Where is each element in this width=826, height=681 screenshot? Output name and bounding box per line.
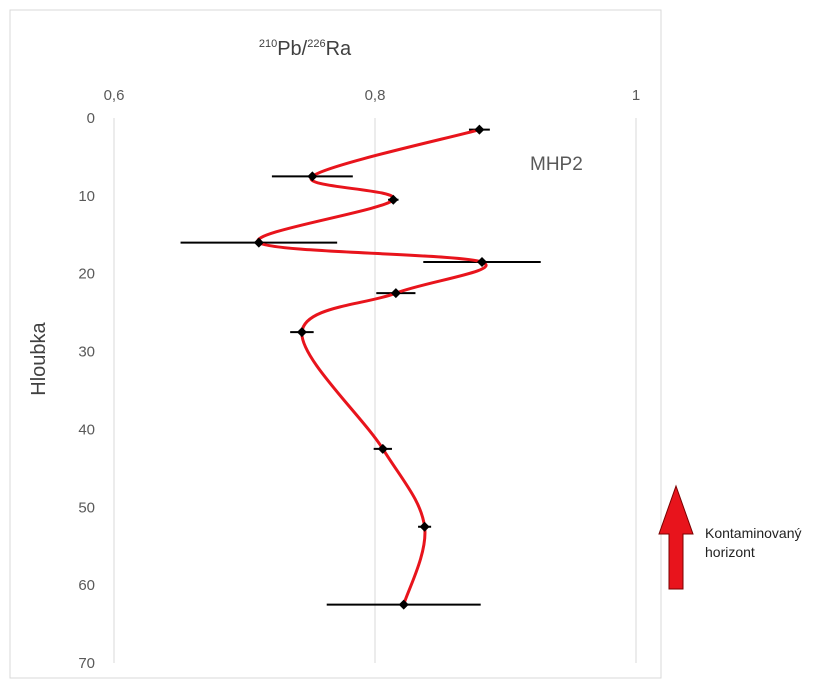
data-point xyxy=(419,521,430,532)
y-tick-labels: 0 10 20 30 40 50 60 70 xyxy=(78,110,95,672)
y-tick-label: 50 xyxy=(78,499,95,516)
data-point xyxy=(307,171,318,182)
annotation: Kontaminovaný horizont xyxy=(658,484,802,590)
x-tick-labels: 0,6 0,8 1 xyxy=(104,87,641,104)
x-tick-label: 0,6 xyxy=(104,87,125,104)
y-tick-label: 30 xyxy=(78,344,95,361)
data-point xyxy=(388,194,399,205)
y-tick-label: 20 xyxy=(78,266,95,283)
series-label: MHP2 xyxy=(530,154,583,175)
annotation-line-1: Kontaminovaný xyxy=(705,525,802,541)
y-tick-label: 40 xyxy=(78,421,95,438)
data-point xyxy=(474,124,485,135)
chart-frame xyxy=(9,9,662,679)
y-axis-label: Hloubka xyxy=(28,321,50,395)
y-tick-label: 0 xyxy=(87,110,95,127)
y-tick-label: 10 xyxy=(78,188,95,205)
chart-title: 210Pb/226Ra xyxy=(259,38,352,60)
y-tick-label: 70 xyxy=(78,655,95,672)
data-markers xyxy=(253,124,488,610)
x-tick-label: 1 xyxy=(632,87,640,104)
data-point xyxy=(253,237,264,248)
data-point xyxy=(477,257,488,268)
data-point xyxy=(296,327,307,338)
data-point xyxy=(377,443,388,454)
annotation-line-2: horizont xyxy=(705,544,755,560)
data-point xyxy=(390,288,401,299)
up-arrow-icon xyxy=(658,484,694,590)
data-point xyxy=(398,599,409,610)
x-tick-label: 0,8 xyxy=(365,87,386,104)
y-tick-label: 60 xyxy=(78,577,95,594)
